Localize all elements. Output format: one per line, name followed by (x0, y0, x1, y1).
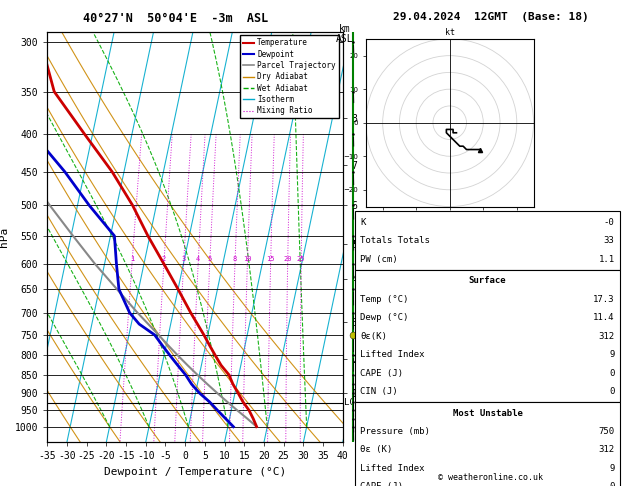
Text: 1.1: 1.1 (598, 255, 615, 264)
Text: 33: 33 (604, 237, 615, 245)
Text: CIN (J): CIN (J) (360, 387, 398, 396)
Text: Totals Totals: Totals Totals (360, 237, 430, 245)
Text: © weatheronline.co.uk: © weatheronline.co.uk (438, 473, 543, 482)
Text: 10: 10 (243, 256, 252, 261)
Text: Dewp (°C): Dewp (°C) (360, 313, 409, 322)
Text: 3: 3 (182, 256, 186, 261)
Text: Most Unstable: Most Unstable (452, 409, 523, 417)
Text: 15: 15 (267, 256, 275, 261)
Text: 11.4: 11.4 (593, 313, 615, 322)
Text: Lifted Index: Lifted Index (360, 350, 425, 359)
Text: Surface: Surface (469, 277, 506, 285)
Text: θε (K): θε (K) (360, 446, 392, 454)
Text: 9: 9 (609, 350, 615, 359)
Text: 312: 312 (598, 446, 615, 454)
X-axis label: Dewpoint / Temperature (°C): Dewpoint / Temperature (°C) (104, 467, 286, 477)
Text: 2: 2 (162, 256, 166, 261)
Text: 25: 25 (297, 256, 306, 261)
Text: 750: 750 (598, 427, 615, 436)
Text: 1: 1 (130, 256, 134, 261)
Text: 20: 20 (284, 256, 292, 261)
Text: Pressure (mb): Pressure (mb) (360, 427, 430, 436)
Text: 29.04.2024  12GMT  (Base: 18): 29.04.2024 12GMT (Base: 18) (392, 12, 589, 22)
Text: CAPE (J): CAPE (J) (360, 369, 403, 378)
Text: 0: 0 (609, 387, 615, 396)
Text: PW (cm): PW (cm) (360, 255, 398, 264)
Text: 312: 312 (598, 332, 615, 341)
Text: Temp (°C): Temp (°C) (360, 295, 409, 304)
Text: 0: 0 (609, 483, 615, 486)
Text: 8: 8 (233, 256, 237, 261)
Text: 17.3: 17.3 (593, 295, 615, 304)
Text: 0: 0 (609, 369, 615, 378)
Text: km
ASL: km ASL (336, 24, 353, 44)
Text: θε(K): θε(K) (360, 332, 387, 341)
Text: 9: 9 (609, 464, 615, 473)
Legend: Temperature, Dewpoint, Parcel Trajectory, Dry Adiabat, Wet Adiabat, Isotherm, Mi: Temperature, Dewpoint, Parcel Trajectory… (240, 35, 339, 118)
Text: -0: -0 (604, 218, 615, 227)
Y-axis label: hPa: hPa (0, 227, 9, 247)
Text: K: K (360, 218, 366, 227)
Text: 40°27'N  50°04'E  -3m  ASL: 40°27'N 50°04'E -3m ASL (84, 12, 269, 25)
Text: Lifted Index: Lifted Index (360, 464, 425, 473)
Text: 5: 5 (208, 256, 212, 261)
Text: 4: 4 (196, 256, 200, 261)
Text: kt: kt (445, 28, 455, 37)
Text: CAPE (J): CAPE (J) (360, 483, 403, 486)
Text: LCL: LCL (344, 399, 360, 407)
